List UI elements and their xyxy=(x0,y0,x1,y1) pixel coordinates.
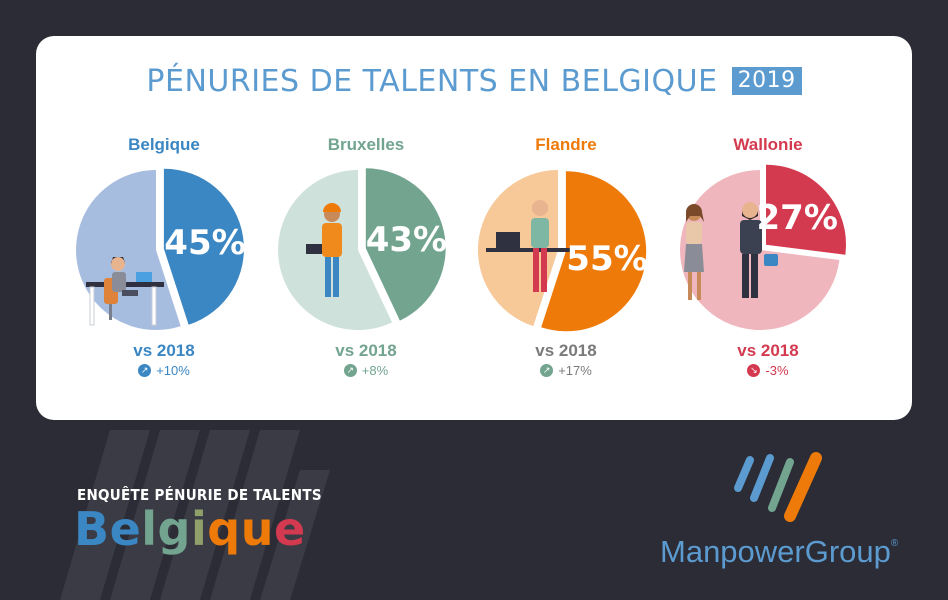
region-bruxelles: Bruxelles 43% vs 2018 ↗ +8% xyxy=(268,134,464,378)
pie-chart-belgique: 45% xyxy=(76,168,246,330)
man-suit xyxy=(740,220,762,254)
desk-leg xyxy=(89,286,95,326)
pie-value-label: 27% xyxy=(757,198,838,238)
worker-body xyxy=(112,272,126,292)
man-leg xyxy=(742,254,749,298)
desk-leg xyxy=(151,286,157,326)
brand-text: ManpowerGroup xyxy=(660,534,891,569)
pie-slice-value xyxy=(365,168,446,321)
vs-label: vs 2018 xyxy=(335,341,397,360)
vs-label: vs 2018 xyxy=(535,341,597,360)
region-name: Belgique xyxy=(128,135,200,154)
region-flandre: Flandre 55% vs 2018 ↗ +17% xyxy=(468,134,664,378)
standing-desk xyxy=(486,248,570,252)
man-beard xyxy=(742,210,758,220)
pie-slice-value xyxy=(163,168,244,325)
change-value: +10% xyxy=(156,363,190,378)
man-leg xyxy=(751,254,758,298)
handshake-illustration xyxy=(684,202,778,300)
year-badge: 2019 xyxy=(731,67,802,95)
chair-stem xyxy=(109,304,112,320)
change-row: ↗ +8% xyxy=(268,363,464,378)
pie-chart-wallonie: 27% xyxy=(680,164,847,330)
wordmark-letter: i xyxy=(190,502,208,556)
pie-chart-bruxelles: 43% xyxy=(278,168,447,330)
hard-hat xyxy=(323,203,341,212)
man-head xyxy=(742,202,758,218)
region-name: Bruxelles xyxy=(327,135,405,154)
brand-name: ManpowerGroup® xyxy=(660,534,898,570)
pie-chart-flandre: 55% xyxy=(477,169,648,332)
pie-value-label: 43% xyxy=(366,220,447,260)
pie-value-label: 55% xyxy=(566,239,647,279)
office-worker-illustration xyxy=(86,257,164,326)
vs-label: vs 2018 xyxy=(737,341,799,360)
standing-desk-worker-illustration xyxy=(486,200,570,292)
registered-mark: ® xyxy=(890,538,899,549)
worker-shirt xyxy=(531,218,549,248)
change-row: ↘ -3% xyxy=(670,363,866,378)
page-title: PÉNURIES DE TALENTS EN BELGIQUE 2019 xyxy=(36,64,912,99)
wordmark-letter: l xyxy=(141,502,158,556)
wordmark-letter: q xyxy=(207,502,241,556)
trend-up-icon: ↗ xyxy=(540,364,554,377)
pie-value-label: 45% xyxy=(164,223,245,263)
tablet xyxy=(306,244,322,254)
woman-leg xyxy=(688,272,692,300)
infographic-card: PÉNURIES DE TALENTS EN BELGIQUE 2019 Bel… xyxy=(36,36,912,420)
manpowergroup-logo-mark xyxy=(734,452,822,522)
change-row: ↗ +17% xyxy=(468,363,664,378)
laptop xyxy=(496,232,520,248)
wordmark-letter: g xyxy=(157,502,191,556)
change-value: +17% xyxy=(558,363,592,378)
construction-worker-illustration xyxy=(306,203,342,297)
vs-label: vs 2018 xyxy=(133,341,195,360)
region-name: Flandre xyxy=(535,135,597,154)
title-text: PÉNURIES DE TALENTS EN BELGIQUE xyxy=(146,64,718,99)
worker-leg xyxy=(541,248,547,292)
woman-leg xyxy=(697,272,701,300)
wordmark-letter: u xyxy=(240,502,274,556)
worker-legs xyxy=(122,290,138,296)
wordmark-letter: B xyxy=(74,502,110,556)
briefcase xyxy=(764,254,778,266)
woman-skirt xyxy=(684,244,704,272)
change-row: ↗ +10% xyxy=(66,363,262,378)
safety-vest xyxy=(322,223,342,257)
worker-leg xyxy=(533,248,539,292)
trend-up-icon: ↗ xyxy=(138,364,152,377)
pie-slice-value xyxy=(541,171,647,332)
trend-up-icon: ↗ xyxy=(343,364,357,377)
wordmark-letter: e xyxy=(273,502,306,556)
wordmark-letter: e xyxy=(109,502,142,556)
worker-leg xyxy=(325,257,331,297)
region-name: Wallonie xyxy=(733,135,803,154)
laptop xyxy=(136,272,152,282)
worker-leg xyxy=(333,257,339,297)
worker-head xyxy=(532,200,548,216)
country-wordmark: Belgique xyxy=(74,502,306,556)
survey-label: ENQUÊTE PÉNURIE DE TALENTS xyxy=(77,486,322,504)
worker-head xyxy=(111,257,125,271)
woman-top xyxy=(686,222,702,244)
trend-down-icon: ↘ xyxy=(747,364,761,377)
region-wallonie: Wallonie 27% vs 2018 ↘ -3% xyxy=(670,134,866,378)
region-belgique: Belgique 45% vs 2018 ↗ +10% xyxy=(66,134,262,378)
woman-hair xyxy=(686,204,704,222)
change-value: +8% xyxy=(361,363,389,378)
change-value: -3% xyxy=(765,363,789,378)
pie-slice-value xyxy=(766,164,847,255)
